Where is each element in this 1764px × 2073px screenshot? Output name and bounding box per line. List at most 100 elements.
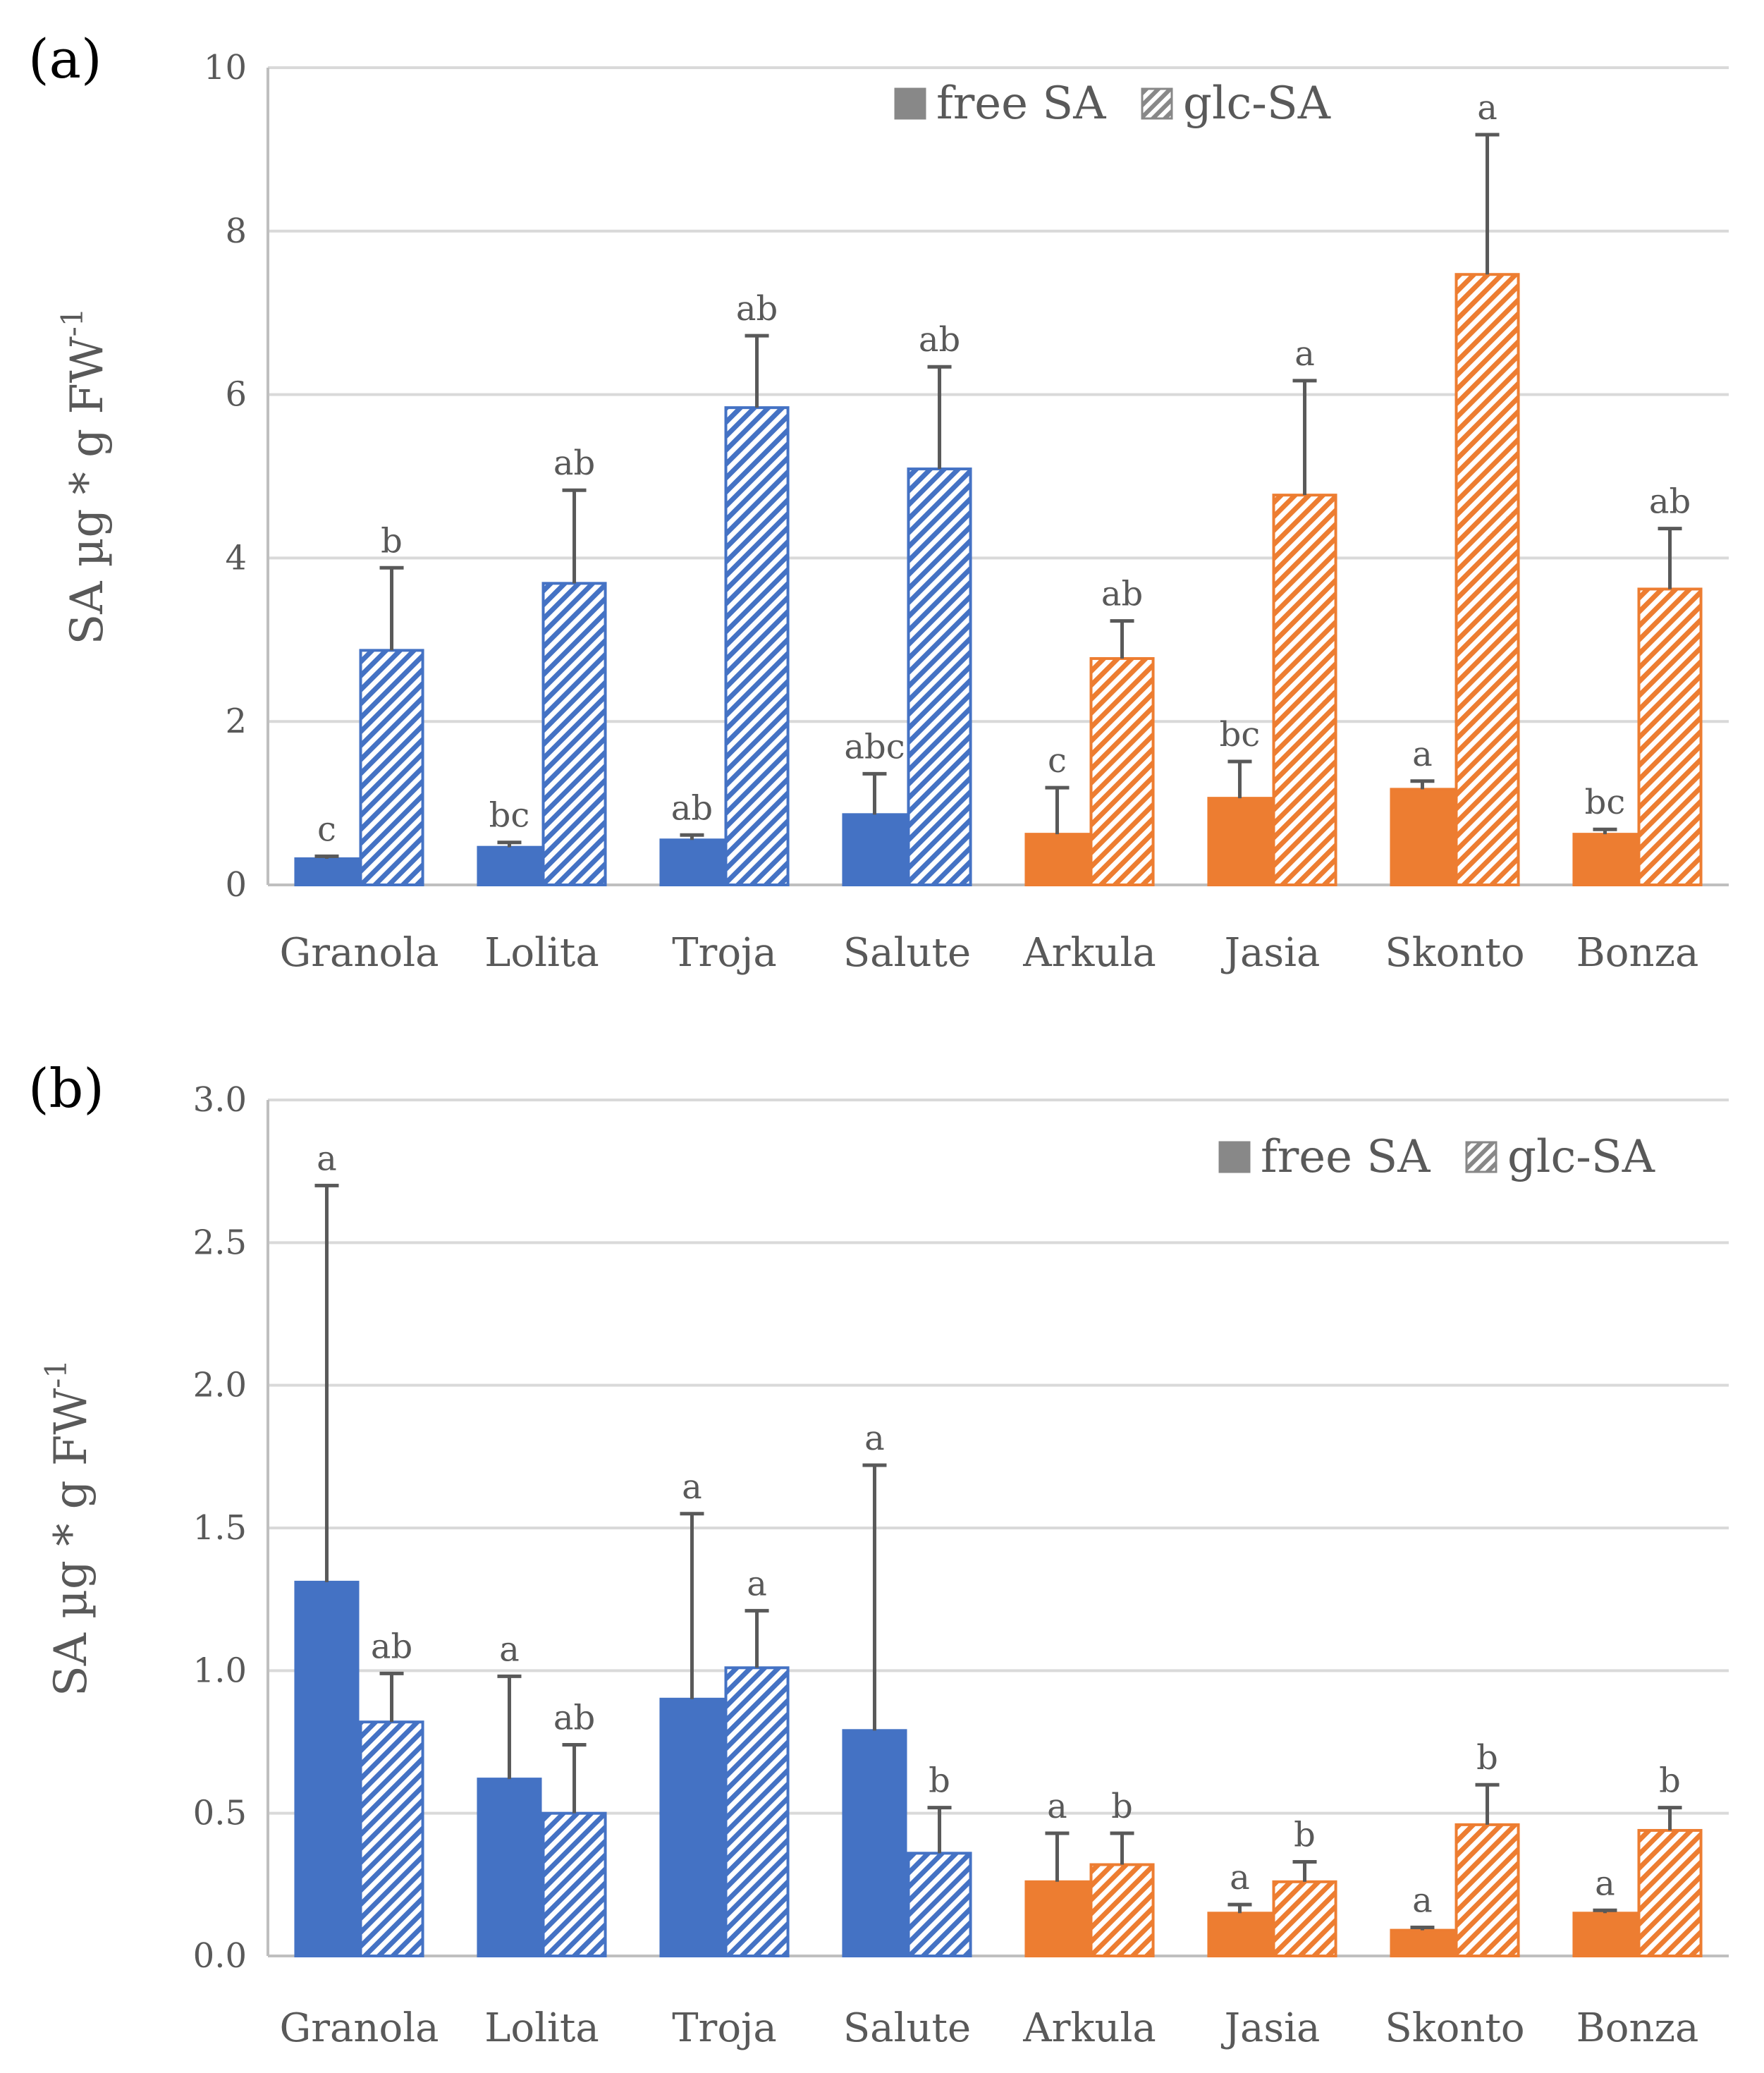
- x-tick-label: Skonto: [1385, 2005, 1524, 2051]
- bar-free-sa-skonto: [1390, 1928, 1455, 1958]
- bar-free-sa-skonto: [1390, 788, 1455, 886]
- significance-letter: ab: [1101, 575, 1143, 614]
- significance-letter: a: [864, 1419, 885, 1458]
- significance-letter: b: [929, 1761, 950, 1801]
- y-tick-label: 2: [225, 702, 247, 741]
- x-tick-label: Bonza: [1576, 930, 1699, 976]
- bar-glc-sa-troja: [724, 1666, 790, 1957]
- bar-free-sa-jasia: [1207, 797, 1273, 886]
- significance-letter: b: [1111, 1787, 1133, 1826]
- y-tick-label: 0.0: [193, 1936, 247, 1976]
- bar-glc-sa-skonto: [1454, 1823, 1520, 1957]
- bar-glc-sa-skonto: [1454, 273, 1520, 886]
- significance-letter: a: [1412, 735, 1433, 774]
- legend-swatch-free-sa: [1218, 1141, 1251, 1173]
- panel-label-b: (b): [28, 1057, 104, 1120]
- bar-glc-sa-bonza: [1637, 587, 1703, 887]
- significance-letter: b: [1476, 1738, 1498, 1778]
- significance-letter: a: [1047, 1787, 1067, 1826]
- bar-free-sa-jasia: [1207, 1912, 1273, 1958]
- significance-letter: ab: [736, 289, 778, 329]
- y-axis-label-superscript: -1: [55, 307, 90, 336]
- bar-free-sa-troja: [659, 838, 725, 887]
- x-tick-label: Bonza: [1576, 2005, 1699, 2051]
- x-tick-label: Troja: [672, 930, 777, 976]
- significance-letter: a: [317, 1139, 337, 1178]
- significance-letter: a: [499, 1629, 520, 1669]
- bar-glc-sa-lolita: [541, 582, 607, 886]
- bar-free-sa-arkula: [1024, 833, 1090, 886]
- y-axis-label: SA µg * g FW-1: [39, 1359, 97, 1696]
- bar-glc-sa-granola: [359, 1720, 424, 1957]
- significance-letter: a: [682, 1467, 702, 1507]
- legend-label-glc-sa: glc-SA: [1183, 78, 1331, 130]
- bar-glc-sa-lolita: [541, 1811, 607, 1958]
- legend-label-glc-sa: glc-SA: [1507, 1131, 1655, 1183]
- chart-panel-a: (a) 0 2 4 6 8 10 SA µg * g FW-1 c b Granola bc ab Lol…: [28, 27, 1729, 976]
- significance-letter: b: [1659, 1761, 1681, 1801]
- bar-glc-sa-jasia: [1272, 494, 1337, 886]
- x-tick-label: Salute: [843, 930, 971, 976]
- y-tick-label: 1.5: [193, 1508, 247, 1548]
- x-tick-label: Skonto: [1385, 930, 1524, 976]
- x-tick-label: Arkula: [1022, 2005, 1156, 2051]
- legend-label-free-sa: free SA: [936, 78, 1106, 130]
- significance-letter: c: [1048, 741, 1067, 781]
- legend-swatch-free-sa: [894, 87, 926, 120]
- significance-letter: ab: [553, 1699, 595, 1738]
- bar-glc-sa-troja: [724, 406, 790, 886]
- x-tick-label: Salute: [843, 2005, 971, 2051]
- significance-letter: bc: [489, 796, 530, 836]
- bar-free-sa-bonza: [1572, 833, 1638, 886]
- significance-letter: c: [317, 809, 336, 849]
- bar-glc-sa-bonza: [1637, 1828, 1703, 1958]
- y-axis-label-main: SA µg * g FW: [45, 1388, 97, 1696]
- y-axis-label-main: SA µg * g FW: [61, 336, 114, 644]
- x-tick-label: Arkula: [1022, 930, 1156, 976]
- x-tick-label: Lolita: [484, 930, 599, 976]
- bar-free-sa-salute: [842, 1729, 907, 1957]
- y-tick-label: 8: [225, 212, 247, 251]
- bar-glc-sa-salute: [907, 1852, 972, 1958]
- bar-glc-sa-jasia: [1272, 1880, 1337, 1957]
- y-tick-label: 4: [225, 538, 247, 577]
- legend-label-free-sa: free SA: [1261, 1131, 1431, 1183]
- y-tick-label: 0: [225, 865, 247, 905]
- y-tick-label: 2.0: [193, 1366, 247, 1405]
- significance-letter: a: [1595, 1864, 1615, 1903]
- y-tick-label: 3.0: [193, 1080, 247, 1120]
- x-tick-label: Troja: [672, 2005, 777, 2051]
- bar-glc-sa-granola: [359, 649, 424, 886]
- x-tick-label: Jasia: [1221, 930, 1321, 976]
- y-axis-label-superscript: -1: [39, 1359, 73, 1388]
- y-tick-label: 1.0: [193, 1651, 247, 1690]
- significance-letter: ab: [553, 444, 595, 483]
- bar-glc-sa-salute: [907, 467, 972, 886]
- x-tick-label: Lolita: [484, 2005, 599, 2051]
- significance-letter: b: [1294, 1815, 1316, 1854]
- bar-free-sa-bonza: [1572, 1912, 1638, 1958]
- significance-letter: ab: [1649, 482, 1691, 522]
- significance-letter: bc: [1220, 715, 1261, 754]
- y-tick-label: 6: [225, 375, 247, 415]
- panel-label-a: (a): [28, 27, 102, 90]
- significance-letter: bc: [1585, 783, 1626, 822]
- bar-glc-sa-arkula: [1089, 656, 1155, 886]
- significance-letter: abc: [844, 727, 905, 766]
- bar-free-sa-granola: [294, 1580, 360, 1958]
- significance-letter: b: [381, 521, 403, 561]
- legend-swatch-glc-sa: [1141, 87, 1173, 120]
- bar-glc-sa-arkula: [1089, 1863, 1155, 1957]
- bar-free-sa-troja: [659, 1697, 725, 1958]
- bar-free-sa-arkula: [1024, 1880, 1090, 1957]
- bar-free-sa-salute: [842, 813, 907, 887]
- y-tick-label: 10: [204, 48, 247, 87]
- significance-letter: a: [747, 1564, 767, 1603]
- significance-letter: a: [1230, 1858, 1250, 1897]
- significance-letter: ab: [671, 788, 713, 828]
- bar-free-sa-granola: [294, 857, 360, 886]
- legend-swatch-glc-sa: [1465, 1141, 1497, 1173]
- y-axis-label: SA µg * g FW-1: [55, 307, 114, 644]
- y-tick-label: 2.5: [193, 1223, 247, 1262]
